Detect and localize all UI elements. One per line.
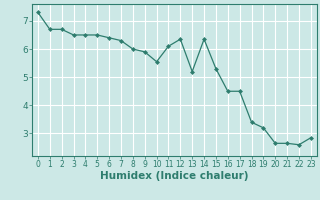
X-axis label: Humidex (Indice chaleur): Humidex (Indice chaleur) <box>100 171 249 181</box>
